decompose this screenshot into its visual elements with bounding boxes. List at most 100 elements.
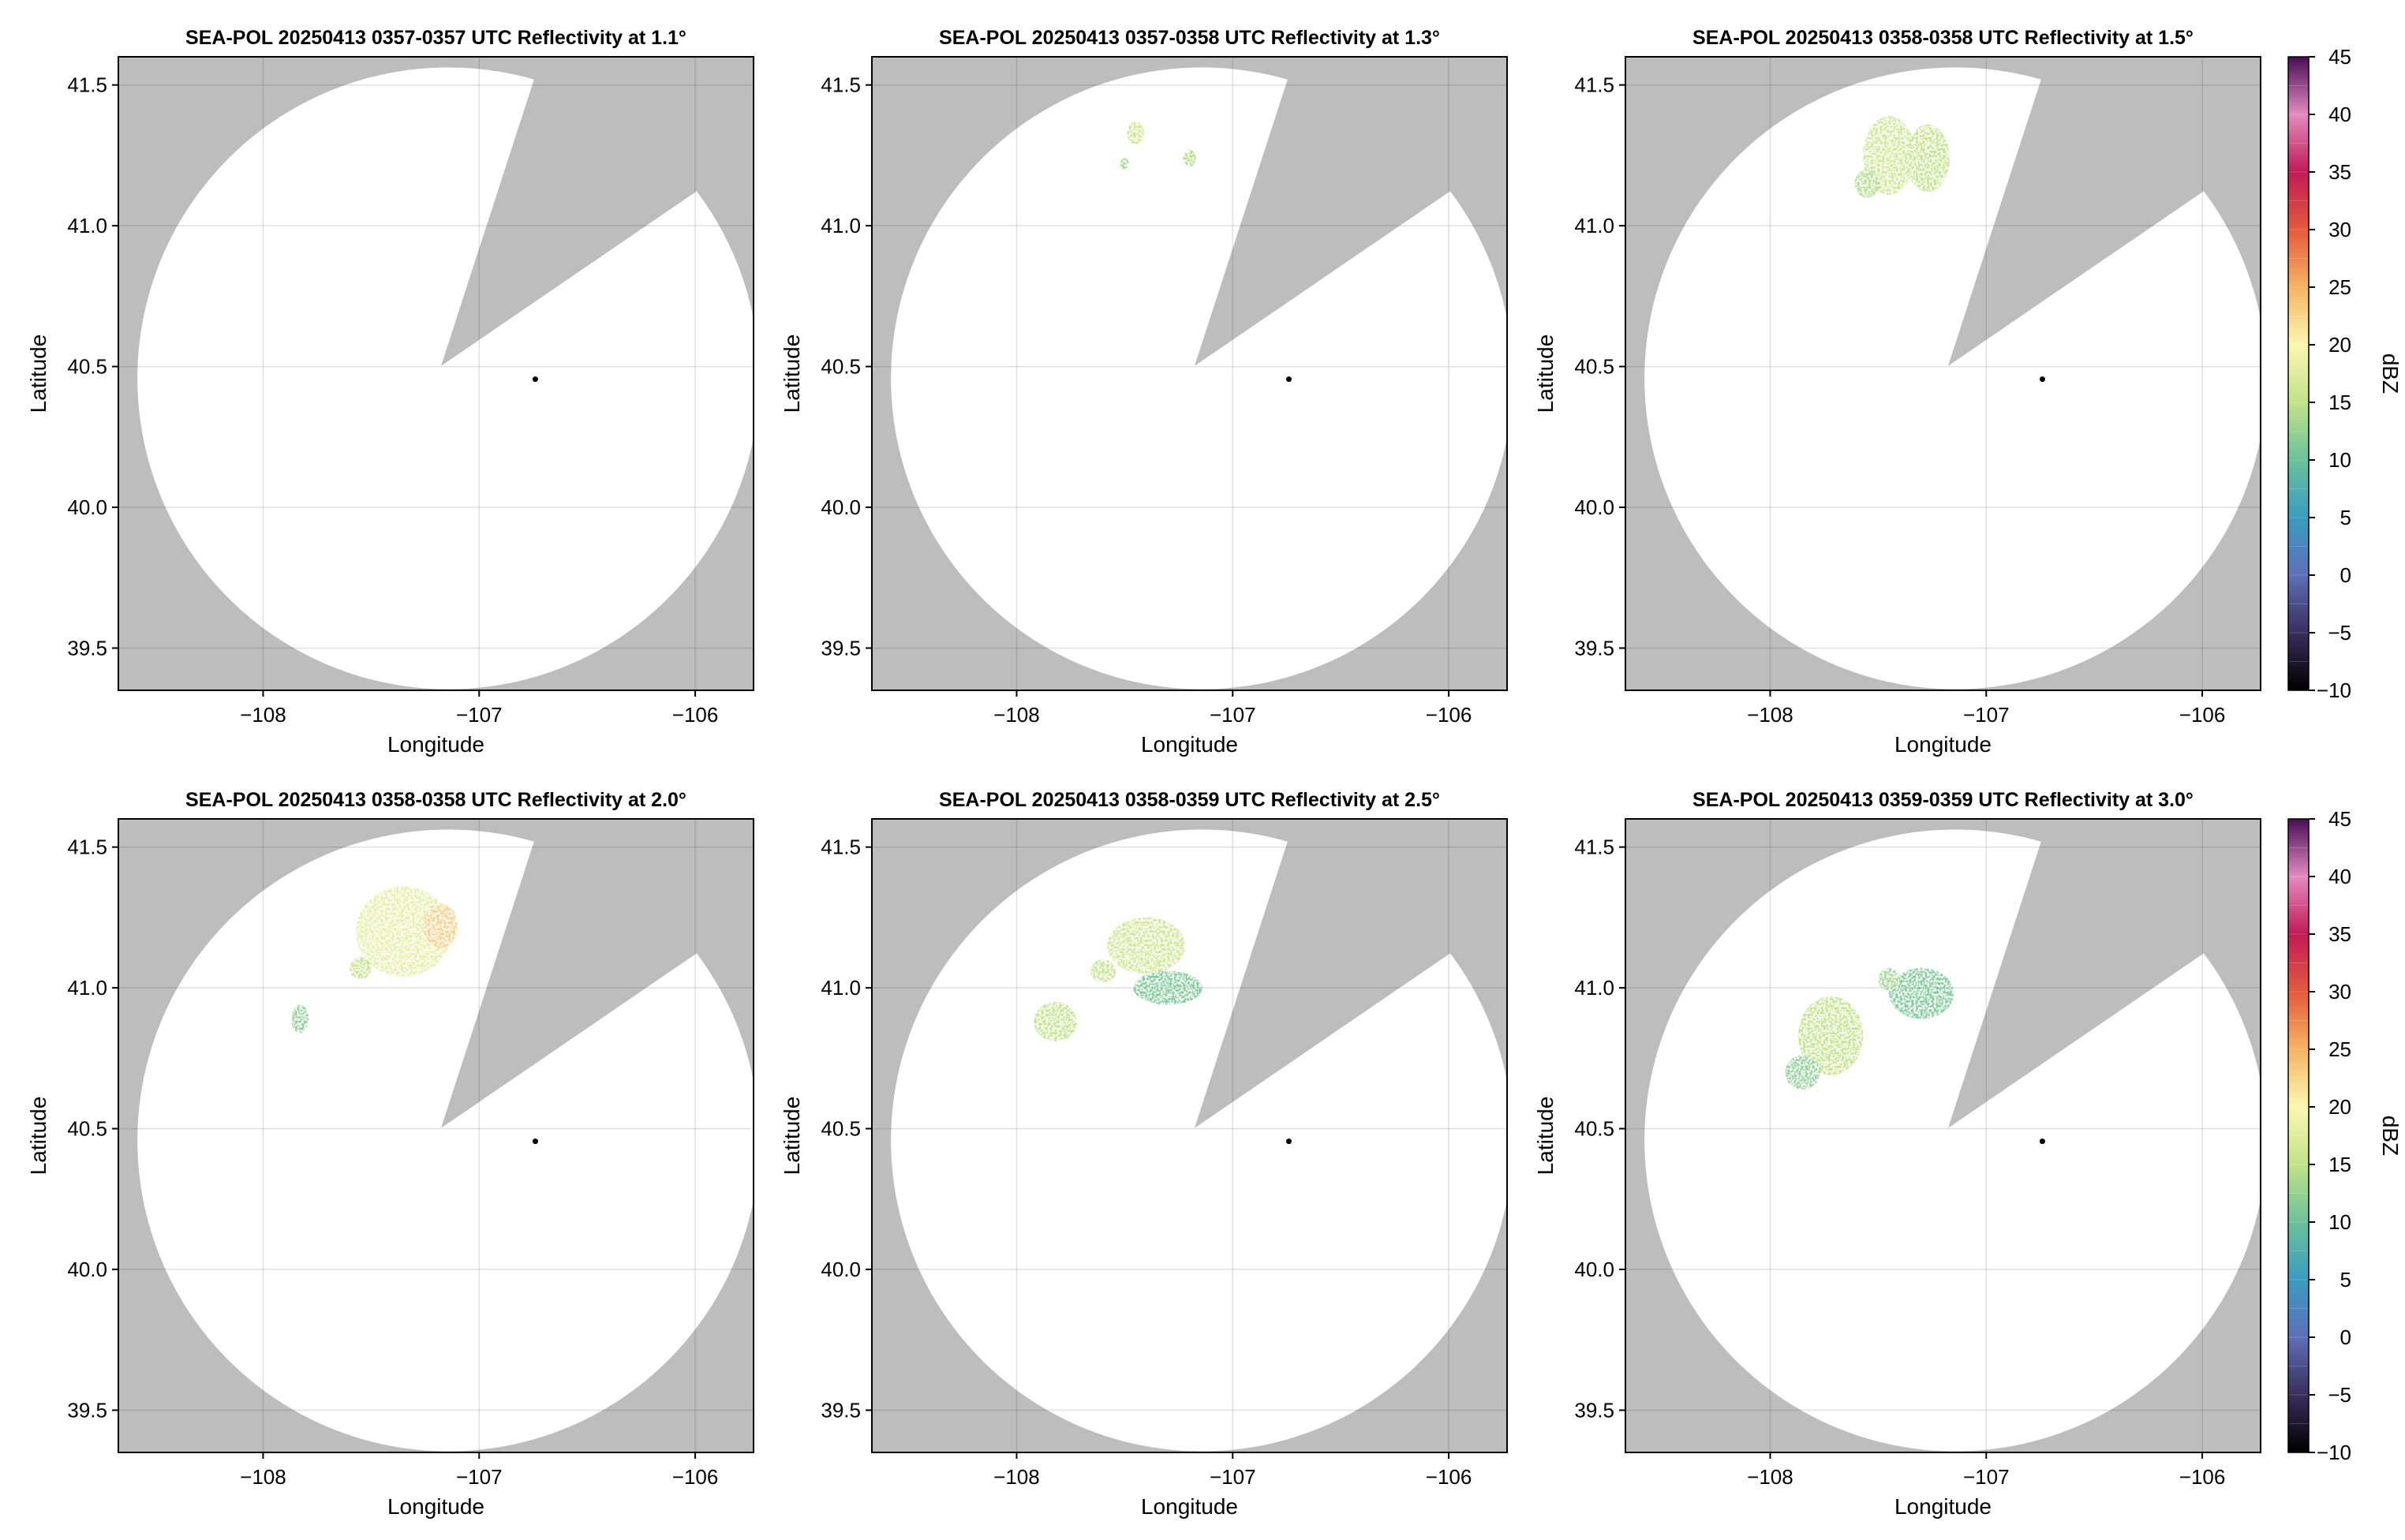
y-tick-label: 39.5 <box>67 1398 107 1422</box>
radar-site-marker <box>532 376 538 383</box>
colorbar-label: dBZ <box>2378 353 2403 394</box>
radar-panel: −108 −107 −106 39.5 40.0 40.5 41.0 41.5 SEA-POL … <box>1533 789 2261 1519</box>
y-tick-label: 41.0 <box>821 214 861 237</box>
plot-area <box>872 57 1507 690</box>
radar-coverage-disk <box>1644 67 2261 690</box>
y-tick-label: 41.5 <box>1574 73 1614 97</box>
x-tick-label: −106 <box>2179 1465 2226 1489</box>
x-tick-label: −108 <box>993 703 1040 727</box>
reflectivity-echo <box>1120 158 1129 170</box>
x-tick-label: −108 <box>1747 1465 1793 1489</box>
panel-title: SEA-POL 20250413 0358-0358 UTC Reflectiv… <box>1692 27 2194 49</box>
y-tick-label: 40.5 <box>67 355 107 379</box>
y-axis-label: Latitude <box>780 1097 804 1176</box>
axes-frame <box>1625 56 2261 691</box>
colorbar-tick-label: 10 <box>2328 1210 2351 1234</box>
reflectivity-echo <box>1854 169 1881 198</box>
x-tick-label: −106 <box>672 703 719 727</box>
reflectivity-echoes <box>1034 917 1202 1041</box>
plot-area <box>118 819 754 1452</box>
reflectivity-echo <box>1878 968 1900 991</box>
x-axis-label: Longitude <box>387 732 484 757</box>
reflectivity-echo <box>1183 149 1196 167</box>
y-tick-label: 41.5 <box>1574 835 1614 859</box>
axes-frame <box>871 56 1508 691</box>
reflectivity-echoes <box>291 886 458 1034</box>
y-tick-label: 40.5 <box>821 355 861 379</box>
y-tick-label: 40.0 <box>1574 1258 1614 1281</box>
x-tick-label: −107 <box>1963 703 2010 727</box>
x-tick-label: −107 <box>1210 1465 1256 1489</box>
colorbar-tick-label: 45 <box>2328 807 2351 831</box>
y-axis-label: Latitude <box>26 1097 50 1176</box>
radar-panel: −108 −107 −106 39.5 40.0 40.5 41.0 41.5 SEA-POL … <box>1533 27 2261 757</box>
plot-area <box>1625 57 2261 690</box>
radar-coverage-disk <box>891 67 1507 690</box>
reflectivity-echoes <box>1785 968 1954 1090</box>
x-tick-label: −106 <box>1426 1465 1472 1489</box>
reflectivity-echo <box>1133 970 1202 1005</box>
radar-site-marker <box>532 1138 538 1145</box>
x-axis-label: Longitude <box>1141 1494 1238 1519</box>
colorbar-tick-label: 40 <box>2328 103 2351 126</box>
colorbar-label: dBZ <box>2378 1116 2403 1156</box>
x-tick-label: −108 <box>240 703 286 727</box>
y-tick-label: 41.5 <box>67 835 107 859</box>
radar-site-marker <box>2039 1138 2045 1145</box>
colorbar-tick-label: 40 <box>2328 865 2351 888</box>
x-tick-label: −107 <box>456 1465 503 1489</box>
x-tick-label: −108 <box>240 1465 286 1489</box>
colorbar-gradient <box>2288 57 2309 690</box>
colorbar-tick-label: 25 <box>2328 275 2351 299</box>
colorbar-tick-label: 0 <box>2340 563 2351 587</box>
panel-title: SEA-POL 20250413 0357-0357 UTC Reflectiv… <box>185 27 686 49</box>
colorbar-tick-label: 10 <box>2328 448 2351 472</box>
radar-panel: −108 −107 −106 39.5 40.0 40.5 41.0 41.5 SEA-POL … <box>26 789 754 1519</box>
x-tick-label: −107 <box>1210 703 1256 727</box>
axes-frame <box>1625 818 2261 1453</box>
reflectivity-echo <box>291 1004 309 1034</box>
radar-panel: −108 −107 −106 39.5 40.0 40.5 41.0 41.5 SEA-POL … <box>780 27 1508 757</box>
radar-coverage-disk <box>891 829 1507 1452</box>
y-tick-label: 40.5 <box>1574 355 1614 379</box>
x-axis-label: Longitude <box>387 1494 484 1519</box>
colorbar-tick-label: 0 <box>2340 1325 2351 1349</box>
plot-area <box>872 819 1507 1452</box>
x-axis-label: Longitude <box>1141 732 1238 757</box>
y-axis-label: Latitude <box>1533 335 1558 413</box>
reflectivity-echo <box>1090 959 1116 982</box>
colorbar-frame <box>2287 56 2310 691</box>
y-axis-label: Latitude <box>1533 1097 1558 1176</box>
colorbar-tick-label: 5 <box>2340 506 2351 529</box>
y-tick-label: 41.0 <box>67 976 107 1000</box>
colorbar-tick-label: 20 <box>2328 1095 2351 1119</box>
y-tick-label: 40.0 <box>821 495 861 519</box>
reflectivity-echo <box>1889 968 1954 1019</box>
plot-area <box>1625 819 2261 1452</box>
colorbar-tick-label: 30 <box>2328 980 2351 1004</box>
y-tick-label: 40.5 <box>1574 1117 1614 1141</box>
colorbar-tick-label: 20 <box>2328 333 2351 357</box>
axes-frame <box>118 56 754 691</box>
y-tick-label: 39.5 <box>821 636 861 660</box>
panel-title: SEA-POL 20250413 0357-0358 UTC Reflectiv… <box>939 27 1440 49</box>
colorbar-tick-label: −5 <box>2328 621 2351 645</box>
y-tick-label: 41.0 <box>67 214 107 237</box>
colorbar: −10 −5 0 5 10 15 20 25 30 35 40 45 dBZ <box>2287 45 2403 702</box>
radar-coverage-disk <box>137 829 754 1452</box>
x-axis-label: Longitude <box>1894 732 1992 757</box>
y-axis-label: Latitude <box>780 335 804 413</box>
reflectivity-echo <box>423 903 458 949</box>
colorbar-tick-label: 45 <box>2328 45 2351 69</box>
colorbar-tick-label: 5 <box>2340 1268 2351 1291</box>
y-axis-label: Latitude <box>26 335 50 413</box>
y-tick-label: 40.0 <box>821 1258 861 1281</box>
colorbar-tick-label: 25 <box>2328 1037 2351 1061</box>
radar-coverage-disk <box>1644 829 2261 1452</box>
colorbar-tick-label: 35 <box>2328 922 2351 946</box>
radar-site-marker <box>1285 1138 1292 1145</box>
colorbar-tick-label: 35 <box>2328 160 2351 184</box>
reflectivity-echo <box>1798 996 1864 1075</box>
y-tick-label: 41.0 <box>1574 214 1614 237</box>
